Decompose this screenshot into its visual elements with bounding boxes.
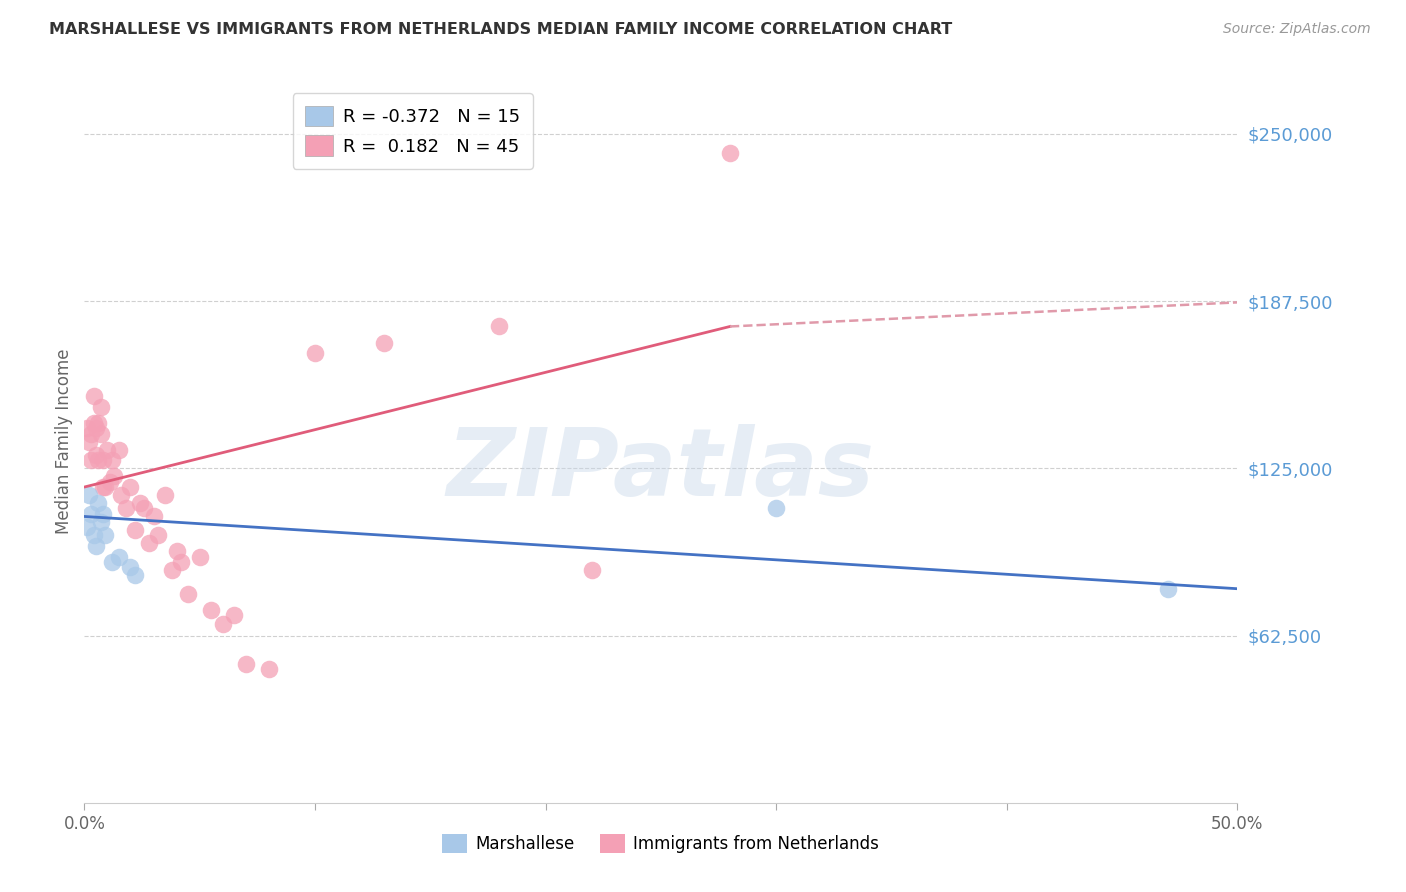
Point <box>718 145 741 160</box>
Point <box>128 496 150 510</box>
Point <box>84 448 107 462</box>
Point <box>80 453 103 467</box>
Point <box>89 515 111 529</box>
Point <box>488 319 510 334</box>
Point <box>166 544 188 558</box>
Point <box>108 549 131 564</box>
Point <box>84 539 107 553</box>
Point <box>110 488 132 502</box>
Point <box>373 335 395 350</box>
Point <box>83 416 105 430</box>
Point <box>77 434 100 449</box>
Point <box>91 453 114 467</box>
Point <box>124 568 146 582</box>
Point <box>200 603 222 617</box>
Point <box>108 442 131 457</box>
Text: ZIPatlas: ZIPatlas <box>447 425 875 516</box>
Point <box>124 523 146 537</box>
Point <box>80 426 103 441</box>
Legend: Marshallese, Immigrants from Netherlands: Marshallese, Immigrants from Netherlands <box>436 827 886 860</box>
Point <box>134 501 156 516</box>
Point <box>87 416 110 430</box>
Point <box>170 555 193 569</box>
Point <box>84 421 107 435</box>
Point <box>153 488 176 502</box>
Point <box>76 520 98 534</box>
Text: MARSHALLESE VS IMMIGRANTS FROM NETHERLANDS MEDIAN FAMILY INCOME CORRELATION CHAR: MARSHALLESE VS IMMIGRANTS FROM NETHERLAN… <box>49 22 952 37</box>
Point <box>115 501 138 516</box>
Point <box>77 488 100 502</box>
Point <box>96 442 118 457</box>
Point <box>101 555 124 569</box>
Point <box>142 509 165 524</box>
Point <box>91 480 114 494</box>
Y-axis label: Median Family Income: Median Family Income <box>55 349 73 534</box>
Point <box>1157 582 1180 596</box>
Point <box>89 400 111 414</box>
Point <box>581 563 603 577</box>
Point <box>98 475 121 489</box>
Point <box>91 507 114 521</box>
Point <box>87 496 110 510</box>
Point <box>765 501 787 516</box>
Point <box>188 549 211 564</box>
Point <box>257 662 280 676</box>
Text: Source: ZipAtlas.com: Source: ZipAtlas.com <box>1223 22 1371 37</box>
Point <box>235 657 257 671</box>
Point <box>211 616 233 631</box>
Point <box>76 421 98 435</box>
Point <box>83 389 105 403</box>
Point <box>146 528 169 542</box>
Point <box>87 453 110 467</box>
Point <box>304 346 326 360</box>
Point <box>101 453 124 467</box>
Point <box>94 528 117 542</box>
Point <box>120 560 142 574</box>
Point <box>89 426 111 441</box>
Point <box>138 536 160 550</box>
Point <box>120 480 142 494</box>
Point <box>160 563 183 577</box>
Point <box>103 469 125 483</box>
Point <box>80 507 103 521</box>
Point <box>94 480 117 494</box>
Point <box>83 528 105 542</box>
Point <box>177 587 200 601</box>
Point <box>224 608 246 623</box>
